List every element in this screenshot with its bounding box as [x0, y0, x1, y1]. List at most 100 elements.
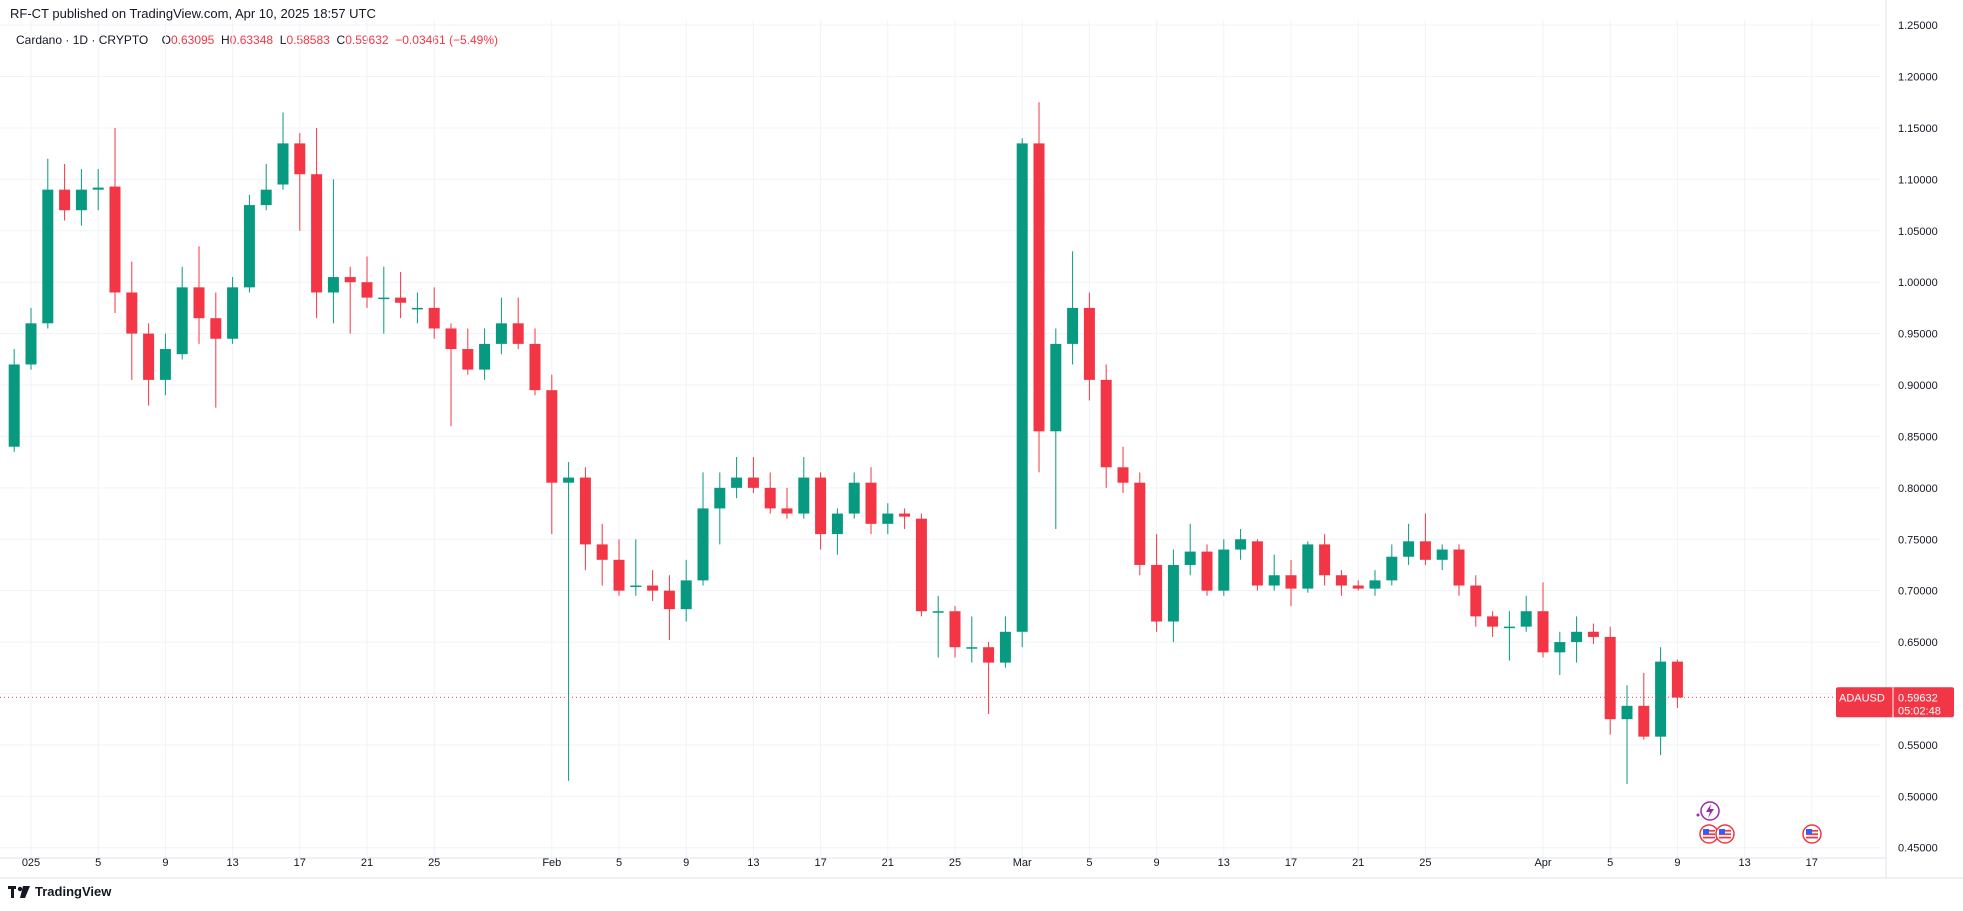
candle — [159, 333, 171, 396]
candle-body — [1067, 307, 1079, 344]
candle — [75, 169, 87, 226]
candle — [630, 539, 642, 596]
candle-body — [277, 143, 289, 185]
candle-body — [193, 287, 205, 319]
us-flag-event-icon[interactable] — [1715, 824, 1735, 844]
candle-body — [42, 189, 54, 324]
us-flag-event-icon[interactable] — [1802, 824, 1822, 844]
candle — [714, 472, 726, 545]
candle — [1050, 328, 1062, 529]
candle — [697, 472, 709, 586]
candle-body — [932, 611, 944, 613]
x-tick-label: 25 — [428, 857, 440, 869]
x-tick-label: 5 — [95, 857, 101, 869]
candle-body — [731, 477, 743, 488]
y-tick-label: 1.10000 — [1898, 174, 1938, 186]
price-badge[interactable]: ADAUSD 0.59632 05:02:48 — [1836, 687, 1954, 718]
candle-body — [831, 513, 843, 535]
candle — [411, 292, 423, 324]
candle — [126, 261, 138, 380]
y-tick-label: 0.45000 — [1898, 843, 1938, 855]
candle — [848, 472, 860, 519]
candle-body — [1470, 585, 1482, 617]
candle — [1184, 523, 1196, 576]
candle — [915, 513, 927, 617]
x-tick-label: 5 — [1607, 857, 1613, 869]
candle — [1067, 251, 1079, 365]
candle — [1671, 659, 1683, 708]
candle-body — [1184, 551, 1196, 565]
candle — [378, 266, 390, 334]
candle — [596, 523, 608, 586]
candle-body — [1453, 549, 1465, 586]
candle — [1268, 554, 1280, 591]
candle-body — [25, 323, 37, 365]
axes: 1.25000 1.20000 1.15000 1.10000 1.05000 1.000… — [0, 0, 1963, 879]
x-tick-label: 13 — [1218, 857, 1230, 869]
y-tick-label: 0.95000 — [1898, 329, 1938, 341]
candle-body — [915, 518, 927, 612]
candle-body — [1117, 467, 1129, 483]
candle-body — [395, 297, 407, 303]
candle-body — [579, 477, 591, 545]
high-value: 0.63348 — [229, 33, 274, 47]
candle — [983, 642, 995, 715]
candle — [798, 456, 810, 519]
lightning-event-icon[interactable] — [1696, 801, 1720, 821]
candle-body — [1134, 482, 1146, 565]
candle — [1638, 672, 1650, 740]
candle-body — [647, 585, 659, 591]
candle-body — [1503, 626, 1515, 629]
candle — [731, 456, 743, 499]
candle — [176, 266, 188, 360]
candle — [243, 194, 255, 293]
candle-body — [865, 482, 877, 524]
candle — [1453, 544, 1465, 596]
candle-body — [596, 544, 608, 560]
candle — [193, 246, 205, 344]
candle — [781, 487, 793, 519]
candle — [1419, 513, 1431, 565]
publisher-header: RF-CT published on TradingView.com, Apr … — [10, 6, 376, 21]
candle — [865, 467, 877, 535]
y-tick-label: 0.50000 — [1898, 791, 1938, 803]
candle — [92, 169, 104, 211]
candle-body — [1302, 544, 1314, 589]
candle-body — [1554, 642, 1566, 653]
x-tick-label: 9 — [1154, 857, 1160, 869]
candle — [327, 179, 339, 324]
candle — [1319, 534, 1331, 586]
y-tick-label: 0.65000 — [1898, 637, 1938, 649]
candle-body — [983, 647, 995, 663]
candle-body — [1050, 343, 1062, 432]
x-tick-label: 9 — [162, 857, 168, 869]
candle-body — [1033, 143, 1045, 432]
candle — [1655, 647, 1667, 756]
candle-body — [176, 287, 188, 355]
candle — [1083, 292, 1095, 401]
candle — [143, 323, 155, 406]
candle-body — [1587, 631, 1599, 637]
candle-body — [1487, 616, 1499, 627]
x-tick-label: 13 — [747, 857, 759, 869]
open-label: O — [161, 33, 171, 47]
candle — [1201, 544, 1213, 596]
x-tick-label: 025 — [22, 857, 40, 869]
candle-body — [210, 318, 222, 339]
candle — [1134, 472, 1146, 576]
candle-body — [714, 487, 726, 509]
tradingview-logo[interactable]: TradingView — [8, 884, 111, 899]
candle-body — [512, 323, 524, 344]
candle — [1537, 582, 1549, 658]
y-tick-label: 0.90000 — [1898, 380, 1938, 392]
price-badge-bg — [1836, 687, 1954, 718]
candle-body — [1655, 661, 1667, 737]
candle-body — [260, 189, 272, 206]
candle — [479, 328, 491, 380]
x-tick-label: 21 — [361, 857, 373, 869]
candle — [815, 472, 827, 550]
candle — [1470, 575, 1482, 627]
candle — [277, 112, 289, 190]
candle-body — [1638, 705, 1650, 737]
